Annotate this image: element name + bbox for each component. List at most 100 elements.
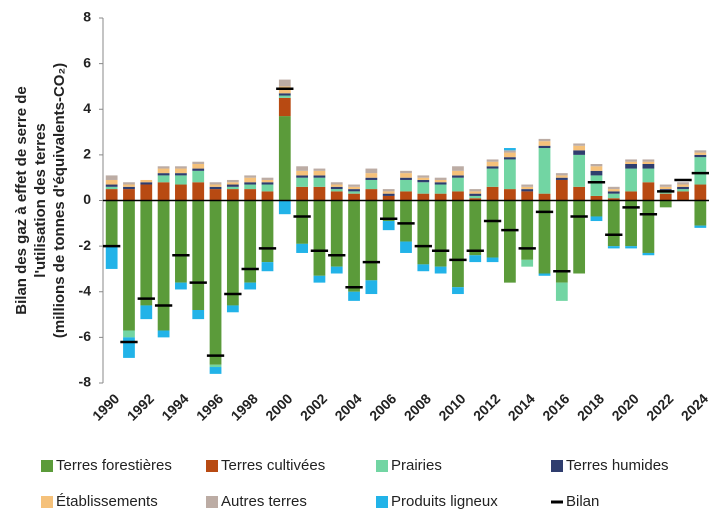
bar-segment: [590, 200, 603, 217]
bar-segment: [365, 189, 378, 201]
bar-segment: [452, 170, 464, 176]
bar-segment: [521, 186, 534, 190]
bar-segment: [296, 170, 309, 176]
x-tick-label: 2002: [297, 390, 330, 423]
bar-segment: [313, 186, 326, 201]
bar-segment: [417, 200, 430, 265]
bar-segment: [296, 200, 309, 244]
bar-segment: [226, 179, 239, 183]
bar-segment: [365, 177, 378, 180]
bar-segment: [503, 148, 516, 151]
bar-segment: [313, 200, 326, 276]
bar-segment: [642, 200, 655, 253]
bar-segment: [105, 175, 118, 180]
bar-segment: [521, 189, 534, 192]
bar-segment: [434, 179, 447, 183]
bar-segment: [192, 161, 205, 164]
bar-segment: [157, 182, 170, 201]
bar-segment: [382, 191, 395, 194]
x-tick-label: 2024: [678, 390, 709, 423]
bar-segment: [400, 191, 412, 201]
bar-segment: [278, 200, 291, 215]
bar-segment: [538, 148, 551, 194]
bar-segment: [348, 186, 360, 190]
bar-segment: [261, 200, 274, 263]
bar-segment: [175, 184, 187, 201]
bar-segment: [417, 193, 430, 201]
bar-segment: [452, 175, 464, 178]
bar-segment: [434, 200, 447, 267]
bar-segment: [555, 173, 568, 176]
legend-swatch: [206, 460, 218, 472]
bar-segment: [365, 200, 378, 281]
bar-segment: [521, 259, 534, 267]
legend-label: Terres forestières: [56, 457, 172, 474]
bar-segment: [296, 177, 309, 187]
bar-segment: [642, 252, 655, 256]
bar-segment: [590, 166, 603, 171]
bar-segment: [694, 152, 707, 155]
bar-segment: [296, 166, 309, 171]
legend-swatch: [41, 496, 53, 508]
bar-segment: [659, 200, 672, 208]
bar-segment: [382, 200, 395, 222]
bar-segment: [278, 95, 291, 98]
bar-segment: [555, 175, 568, 178]
bar-segment: [330, 186, 343, 190]
bar-segment: [503, 189, 516, 201]
bar-segment: [123, 186, 135, 190]
bar-segment: [278, 97, 291, 117]
bar-segment: [486, 257, 499, 263]
bar-segment: [590, 216, 603, 222]
bar-segment: [330, 184, 343, 187]
bar-segment: [244, 175, 257, 178]
bar-segment: [175, 166, 187, 169]
bar-segment: [625, 164, 637, 169]
bar-segment: [348, 291, 360, 301]
bar-segment: [607, 193, 620, 199]
bar-segment: [313, 168, 326, 171]
bar-segment: [209, 186, 222, 190]
bar-segment: [694, 184, 707, 201]
bar-segment: [573, 145, 586, 151]
bar-segment: [105, 246, 118, 269]
bar-segment: [452, 166, 464, 171]
bar-segment: [123, 330, 135, 338]
bar-segment: [348, 184, 360, 187]
bar-segment: [677, 191, 689, 201]
bar-segment: [261, 184, 274, 192]
bar-segment: [469, 255, 482, 263]
bar-segment: [694, 157, 707, 185]
bar-segment: [590, 170, 603, 176]
legend-label: Bilan: [566, 493, 599, 510]
bar-segment: [348, 189, 360, 192]
bar-segment: [452, 177, 464, 192]
x-tick-label: 2014: [505, 390, 538, 423]
bar-segment: [313, 170, 326, 176]
bar-segment: [573, 150, 586, 155]
legend-label: Produits ligneux: [391, 493, 498, 510]
bar-segment: [296, 186, 309, 201]
bar-segment: [694, 200, 707, 226]
bar-segment: [694, 154, 707, 158]
bar-segment: [400, 200, 412, 242]
bar-segment: [209, 182, 222, 185]
legend-swatch: [551, 460, 563, 472]
legend-swatch: [376, 496, 388, 508]
bar-segment: [538, 273, 551, 276]
bar-segment: [486, 166, 499, 169]
bar-segment: [192, 310, 205, 320]
bar-segment: [538, 145, 551, 149]
bar-segment: [140, 182, 153, 185]
bar-segment: [469, 189, 482, 192]
bar-segment: [555, 200, 568, 283]
y-tick-label: 2: [83, 146, 91, 162]
bar-segment: [434, 193, 447, 201]
bar-segment: [209, 364, 222, 368]
bar-segment: [330, 189, 343, 192]
y-axis-label: (millions de tonnes d'équivalents-CO₂): [51, 63, 68, 338]
bar-segment: [417, 179, 430, 183]
bar-segment: [296, 175, 309, 178]
bar-segment: [677, 186, 689, 190]
